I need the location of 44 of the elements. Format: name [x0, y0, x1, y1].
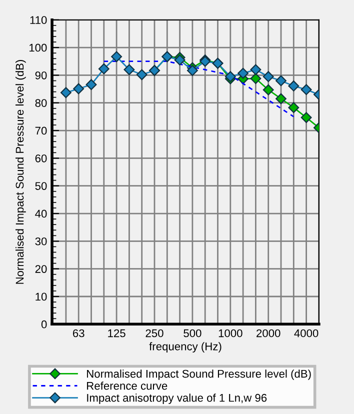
y-tick-label: 90: [35, 71, 47, 80]
legend-label: Reference curve: [87, 382, 168, 390]
point: [276, 93, 286, 104]
x-tick-label: 63: [72, 329, 84, 338]
point: [288, 102, 300, 114]
point: [124, 64, 135, 76]
x-tick-label: 125: [108, 329, 126, 338]
y-axis-title: Normalised Impact Sound Pressure level (dB): [16, 60, 26, 284]
point: [186, 65, 198, 76]
point: [238, 68, 249, 79]
y-tick-label: 50: [35, 182, 47, 190]
y-tick-label: 30: [35, 237, 47, 246]
point: [262, 71, 274, 82]
legend-label: Normalised Impact Sound Pressure level (dB): [87, 370, 311, 380]
y-tick-label: 0: [41, 320, 47, 328]
y-tick-label: 70: [35, 126, 47, 135]
x-tick-label: 4000: [294, 329, 318, 338]
point: [98, 63, 110, 74]
point: [300, 84, 312, 96]
point: [250, 64, 262, 76]
point: [111, 51, 122, 62]
y-tick-label: 60: [35, 154, 47, 162]
y-tick-label: 20: [35, 265, 47, 273]
y-tick-label: 110: [30, 16, 47, 24]
point: [86, 79, 97, 90]
x-tick-label: 500: [184, 329, 202, 338]
y-tick-label: 100: [29, 44, 47, 52]
point: [288, 80, 300, 92]
x-tick-label: 250: [146, 329, 164, 338]
y-tick-label: 40: [35, 210, 47, 218]
point: [276, 75, 286, 86]
legend-label: Impact anisotropy value of 1 Ln,w 96: [87, 394, 267, 404]
x-axis-title: frequency (Hz): [149, 342, 222, 353]
point: [262, 84, 274, 96]
point: [73, 83, 84, 94]
x-tick-label: 2000: [256, 329, 280, 338]
x-tick-label: 1000: [218, 329, 242, 338]
y-tick-label: 80: [35, 99, 47, 107]
point: [136, 69, 148, 80]
point: [174, 54, 186, 66]
point: [250, 73, 262, 84]
y-tick-label: 10: [36, 292, 47, 301]
point: [60, 87, 72, 98]
point: [300, 112, 312, 123]
